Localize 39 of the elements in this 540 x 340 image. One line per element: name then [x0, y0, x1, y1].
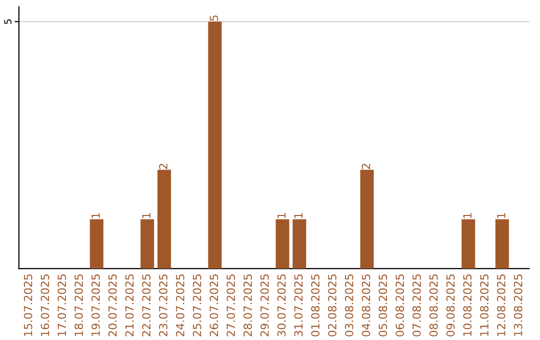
x-tick-label: 25.07.2025 [192, 274, 202, 336]
x-tick-label: 05.08.2025 [378, 274, 388, 336]
x-tick-label: 15.07.2025 [24, 274, 32, 336]
x-tick-label: 09.08.2025 [446, 274, 455, 336]
x-tick-label: 31.07.2025 [294, 274, 303, 336]
x-tick-label: 29.07.2025 [260, 274, 269, 336]
x-tick-label: 03.08.2025 [344, 274, 354, 336]
data-label: 1 [92, 213, 100, 218]
x-tick-label: 13.08.2025 [514, 274, 522, 336]
data-label: 1 [142, 213, 150, 218]
x-tick-label: 28.07.2025 [244, 274, 252, 336]
x-tick-label: 18.07.2025 [74, 274, 83, 336]
x-tick-label: 26.07.2025 [210, 274, 218, 336]
x-tick-label: 17.07.2025 [58, 274, 66, 336]
x-tick-label: 10.08.2025 [463, 274, 472, 336]
x-tick-label: 08.08.2025 [429, 274, 438, 336]
data-label: 2 [362, 164, 370, 169]
x-tick-label: 02.08.2025 [328, 274, 336, 336]
data-label: 5 [210, 16, 218, 21]
x-tick-label: 27.07.2025 [226, 274, 236, 336]
x-tick-label: 04.08.2025 [362, 274, 370, 336]
x-tick-label: 11.08.2025 [480, 274, 488, 336]
x-tick-label: 30.07.2025 [277, 274, 286, 336]
x-tick-label: 19.07.2025 [91, 274, 100, 336]
x-tick-label: 21.07.2025 [125, 274, 134, 336]
data-label: 1 [497, 213, 506, 218]
data-label: 2 [159, 164, 168, 169]
x-tick-label: 01.08.2025 [311, 274, 320, 336]
x-tick-label: 23.07.2025 [159, 274, 168, 336]
data-label: 1 [463, 213, 472, 218]
x-tick-label: 06.08.2025 [396, 274, 404, 336]
x-tick-label: 16.07.2025 [40, 274, 50, 336]
x-tick-label: 20.07.2025 [108, 274, 117, 336]
x-tick-label: 22.07.2025 [142, 274, 151, 336]
x-tick-label: 24.07.2025 [176, 274, 184, 336]
x-tick-label: 07.08.2025 [412, 274, 421, 336]
data-label: 1 [277, 213, 286, 218]
x-tick-label: 12.08.2025 [496, 274, 506, 336]
data-label: 1 [294, 213, 302, 218]
